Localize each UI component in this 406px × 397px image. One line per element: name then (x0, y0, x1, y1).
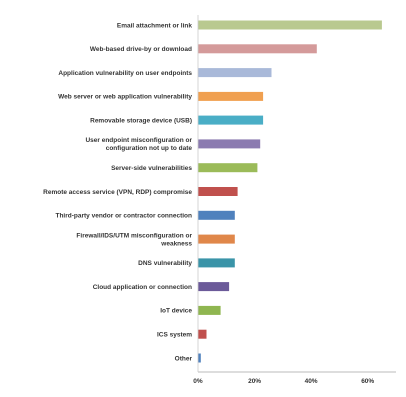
category-label: DNS vulnerability (138, 260, 192, 267)
bar-3 (198, 68, 272, 78)
category-labels-group: Email attachment or link Web-based drive-… (43, 22, 192, 362)
category-label: Third-party vendor or contractor connect… (55, 213, 192, 220)
x-tick-label: 60% (361, 378, 374, 385)
category-label: Removable storage device (USB) (90, 117, 192, 124)
x-tick-label: 0% (193, 378, 203, 385)
category-label: Web-based drive-by or download (90, 46, 192, 53)
x-tick-label: 40% (305, 378, 318, 385)
category-label: IoT device (160, 308, 192, 315)
bar-9 (198, 210, 235, 220)
bar-11 (198, 258, 235, 268)
bar-15 (198, 353, 201, 363)
x-axis: 0% 20% 40% 60% (193, 15, 396, 385)
x-tick-label: 20% (248, 378, 261, 385)
bar-5 (198, 115, 264, 125)
category-label: Server-side vulnerabilities (111, 165, 192, 172)
bar-6 (198, 139, 261, 149)
category-label: Email attachment or link (117, 22, 193, 29)
category-label: Other (175, 355, 193, 362)
category-label: Web server or web application vulnerabil… (58, 94, 192, 101)
bar-2 (198, 44, 317, 54)
bar-4 (198, 91, 264, 101)
bar-13 (198, 305, 221, 315)
bar-8 (198, 187, 238, 196)
category-label: Remote access service (VPN, RDP) comprom… (43, 189, 192, 196)
category-label: Cloud application or connection (93, 284, 192, 291)
bars-group (198, 20, 382, 363)
category-label: ICS system (157, 332, 192, 339)
category-label: Application vulnerability on user endpoi… (58, 70, 192, 77)
category-label: Firewall/IDS/UTM misconfiguration or weak… (76, 232, 192, 247)
bar-1 (198, 20, 382, 30)
bar-7 (198, 163, 258, 173)
category-label: User endpoint misconfiguration or configu… (85, 137, 192, 152)
bar-14 (198, 329, 207, 339)
bar-12 (198, 282, 230, 292)
bar-10 (198, 234, 235, 244)
